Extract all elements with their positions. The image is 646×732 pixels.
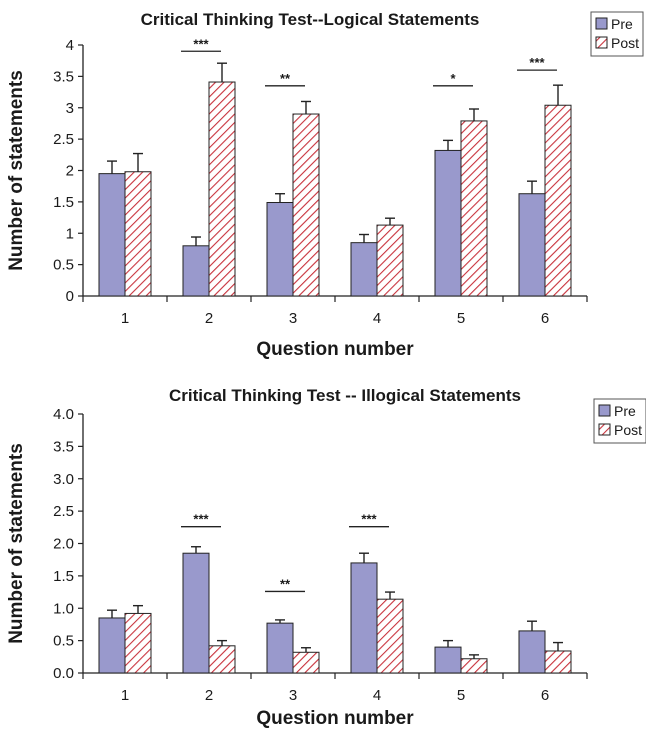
- x-tick-label: 4: [373, 687, 381, 704]
- legend-label-pre: Pre: [611, 16, 633, 32]
- bar-pre-q3: [266, 622, 294, 674]
- significance-label: ***: [529, 55, 545, 70]
- y-tick-label: 2.5: [53, 131, 74, 148]
- bar-post-q6: [544, 650, 572, 674]
- bar-pre-q4: [350, 242, 378, 297]
- y-tick-label: 2.5: [53, 503, 74, 520]
- x-tick-label: 1: [121, 310, 129, 327]
- x-tick-label: 5: [457, 687, 465, 704]
- significance-label: **: [280, 71, 291, 86]
- x-tick-label: 1: [121, 687, 129, 704]
- y-tick-label: 3.5: [53, 68, 74, 85]
- y-tick-label: 0: [66, 288, 74, 305]
- bar-pre-q2: [182, 552, 210, 674]
- legend-label-post: Post: [614, 422, 642, 438]
- x-axis-title: Question number: [256, 708, 414, 729]
- bar-post-q2: [208, 81, 236, 297]
- legend-swatch-post: [595, 36, 608, 49]
- illogical-statements-chart-svg: Critical Thinking Test -- Illogical Stat…: [6, 386, 646, 729]
- x-tick-label: 6: [541, 687, 549, 704]
- x-axis-title: Question number: [256, 339, 414, 360]
- y-tick-label: 1.5: [53, 568, 74, 585]
- bar-pre-q6: [518, 193, 546, 297]
- y-tick-label: 0.5: [53, 633, 74, 650]
- x-tick-label: 5: [457, 310, 465, 327]
- chart-title: Critical Thinking Test--Logical Statemen…: [141, 10, 480, 29]
- x-tick-label: 4: [373, 310, 381, 327]
- y-tick-label: 1.0: [53, 600, 74, 617]
- y-tick-label: 4.0: [53, 406, 74, 423]
- bar-post-q1: [124, 171, 152, 297]
- bar-post-q3: [292, 113, 320, 297]
- x-tick-label: 3: [289, 310, 297, 327]
- y-tick-label: 3.5: [53, 438, 74, 455]
- y-tick-label: 3: [66, 100, 74, 117]
- legend-swatch-pre: [595, 17, 608, 30]
- x-tick-label: 3: [289, 687, 297, 704]
- significance-label: *: [450, 71, 456, 86]
- illogical-statements-chart: Critical Thinking Test -- Illogical Stat…: [0, 366, 646, 732]
- legend: Pre Post: [590, 11, 644, 57]
- y-tick-label: 2: [66, 163, 74, 180]
- bar-pre-q1: [98, 173, 126, 297]
- bar-post-q5: [460, 658, 488, 674]
- bar-post-q6: [544, 104, 572, 297]
- bar-post-q4: [376, 598, 404, 674]
- significance-label: ***: [193, 512, 209, 527]
- legend: Pre Post: [593, 398, 646, 444]
- bar-post-q1: [124, 612, 152, 674]
- legend-label-pre: Pre: [614, 403, 636, 419]
- bar-post-q4: [376, 224, 404, 297]
- bar-pre-q3: [266, 202, 294, 297]
- bar-post-q2: [208, 645, 236, 674]
- bar-pre-q6: [518, 630, 546, 674]
- bar-pre-q5: [434, 149, 462, 297]
- bar-pre-q5: [434, 646, 462, 674]
- y-tick-label: 2.0: [53, 536, 74, 553]
- y-tick-label: 0.0: [53, 665, 74, 682]
- bar-pre-q2: [182, 245, 210, 297]
- legend-label-post: Post: [611, 35, 639, 51]
- logical-statements-chart-svg: Critical Thinking Test--Logical Statemen…: [6, 10, 644, 360]
- x-tick-label: 2: [205, 310, 213, 327]
- y-tick-label: 0.5: [53, 257, 74, 274]
- legend-swatch-post: [598, 423, 611, 436]
- significance-label: ***: [361, 512, 377, 527]
- x-tick-label: 2: [205, 687, 213, 704]
- significance-label: **: [280, 576, 291, 591]
- bar-post-q5: [460, 120, 488, 297]
- bar-post-q3: [292, 651, 320, 674]
- y-axis-title: Number of statements: [6, 443, 27, 644]
- logical-statements-chart: Critical Thinking Test--Logical Statemen…: [6, 10, 644, 360]
- y-tick-label: 4: [66, 37, 74, 54]
- y-tick-label: 3.0: [53, 471, 74, 488]
- legend-swatch-pre: [598, 404, 611, 417]
- bar-pre-q1: [98, 617, 126, 674]
- bar-pre-q4: [350, 562, 378, 674]
- y-axis-title: Number of statements: [6, 70, 27, 271]
- significance-label: ***: [193, 36, 209, 51]
- y-tick-label: 1.5: [53, 194, 74, 211]
- y-tick-label: 1: [66, 225, 74, 242]
- chart-title: Critical Thinking Test -- Illogical Stat…: [169, 386, 521, 405]
- x-tick-label: 6: [541, 310, 549, 327]
